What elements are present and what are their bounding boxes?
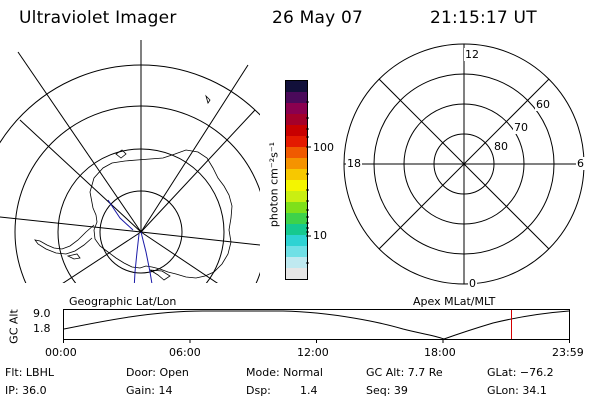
- colorbar-segment: [286, 202, 307, 213]
- colorbar: [285, 80, 308, 280]
- timeline-xtick: 18:00: [424, 346, 456, 359]
- coastline-island: [115, 149, 127, 159]
- mlat-label: 80: [493, 140, 509, 153]
- colorbar-segment: [286, 125, 307, 136]
- colorbar-ticks: [306, 101, 311, 264]
- orbit-track: [140, 231, 153, 283]
- colorbar-segment: [286, 158, 307, 169]
- meridian-line: [140, 109, 256, 233]
- orbit-track: [107, 199, 134, 231]
- timeline-xtick: 12:00: [297, 346, 329, 359]
- timeline-xtick: 00:00: [45, 346, 77, 359]
- glat-info: GLat: −76.2: [487, 366, 554, 379]
- colorbar-segment: [286, 235, 307, 246]
- mlt-label-right: 6: [576, 157, 585, 170]
- mlt-label-top: 12: [464, 48, 480, 61]
- colorbar-segment: [286, 224, 307, 235]
- gain-info: Gain: 14: [126, 384, 173, 397]
- timeline-ytick: 1.8: [33, 322, 51, 335]
- mlt-label-bottom: 0: [468, 277, 477, 290]
- coastline-island: [66, 253, 81, 260]
- geographic-polar-plot: [0, 40, 260, 283]
- mlt-line: [378, 78, 550, 250]
- glon-info: GLon: 34.1: [487, 384, 547, 397]
- time-label: 21:15:17 UT: [430, 8, 537, 28]
- coastline-island: [149, 269, 171, 281]
- date-label: 26 May 07: [272, 8, 364, 28]
- orbit-track: [133, 233, 140, 283]
- colorbar-segment: [286, 147, 307, 158]
- ip-info: IP: 36.0: [5, 384, 47, 397]
- gc-alt-info: GC Alt: 7.7 Re: [366, 366, 443, 379]
- altitude-curve: [63, 310, 570, 340]
- meridian-line: [17, 51, 142, 233]
- colorbar-segment: [286, 180, 307, 191]
- coastline: [89, 149, 233, 279]
- dsp-value: 1.4: [300, 384, 318, 397]
- meridian-line: [140, 231, 218, 283]
- magnetic-polar-plot: [343, 43, 585, 285]
- dsp-label: Dsp:: [246, 384, 271, 397]
- colorbar-segment: [286, 169, 307, 180]
- timeline-ytick: 9.0: [33, 307, 51, 320]
- instrument-title: Ultraviolet Imager: [19, 8, 177, 28]
- mode-info: Mode: Normal: [246, 366, 323, 379]
- altitude-timeline: [63, 309, 570, 343]
- meridian-line: [62, 231, 142, 283]
- mlat-label: 70: [513, 121, 529, 134]
- colorbar-segment: [286, 191, 307, 202]
- timeline-xtick: 06:00: [169, 346, 201, 359]
- peninsula: [34, 224, 95, 255]
- mlt-label-left: 18: [346, 157, 362, 170]
- colorbar-tick-label: 10: [313, 229, 327, 242]
- colorbar-segment: [286, 136, 307, 147]
- geographic-caption: Geographic Lat/Lon: [69, 295, 177, 308]
- coastline-island: [205, 94, 211, 104]
- mlat-label: 60: [535, 98, 551, 111]
- timeline-ylabel: GC Alt: [7, 309, 21, 344]
- colorbar-segment: [286, 114, 307, 125]
- colorbar-tick-label: 100: [313, 141, 334, 154]
- colorbar-segment: [286, 268, 307, 279]
- meridian-line: [19, 119, 142, 233]
- colorbar-segment: [286, 103, 307, 114]
- colorbar-segment: [286, 213, 307, 224]
- meridian-line: [140, 64, 249, 233]
- magnetic-caption: Apex MLat/MLT: [413, 295, 496, 308]
- meridian-line: [140, 231, 260, 246]
- colorbar-segment: [286, 257, 307, 268]
- door-info: Door: Open: [126, 366, 189, 379]
- colorbar-segment: [286, 246, 307, 257]
- colorbar-label: photon cm⁻²s⁻¹: [267, 141, 281, 228]
- filter-info: Flt: LBHL: [5, 366, 54, 379]
- colorbar-segment: [286, 92, 307, 103]
- meridian-line: [0, 216, 142, 233]
- timeline-xtick: 23:59: [552, 346, 584, 359]
- seq-info: Seq: 39: [366, 384, 408, 397]
- colorbar-segment: [286, 81, 307, 92]
